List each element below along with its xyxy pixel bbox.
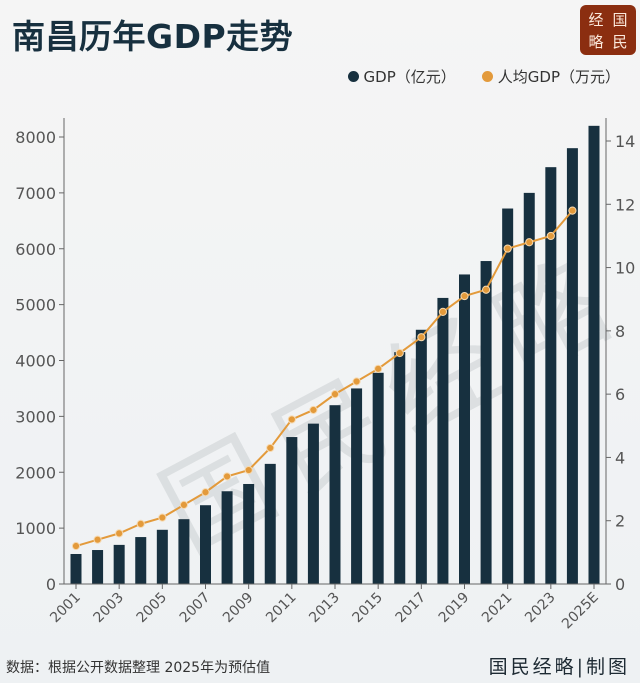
page-title: 南昌历年GDP走势 [12, 17, 294, 56]
line-point [93, 535, 102, 544]
legend-label: GDP（亿元） [363, 68, 456, 86]
gdp-bar [394, 352, 406, 584]
line-point [374, 364, 383, 373]
gdp-bar [264, 463, 276, 584]
dot-icon [347, 71, 359, 82]
logo-char: 经 [588, 10, 604, 29]
gdp-bar [70, 553, 82, 584]
y2-tick-label: 10 [615, 259, 635, 278]
line-point [222, 472, 232, 481]
y-tick-label: 3000 [15, 407, 56, 426]
legend-label: 人均GDP（万元） [497, 68, 620, 86]
line-point [352, 377, 361, 386]
gdp-bar [156, 529, 168, 584]
x-tick-label: 2023 [522, 590, 559, 627]
y2-tick-label: 12 [615, 195, 635, 214]
gdp-bar [566, 148, 578, 585]
y-tick-label: 0 [46, 575, 56, 594]
y2-tick-label: 0 [615, 575, 625, 594]
x-tick-label: 2001 [47, 590, 84, 627]
chart-legend: GDP（亿元） 人均GDP（万元） [347, 66, 620, 87]
brand-logo: 经 国 略 民 [580, 5, 636, 55]
line-point [330, 390, 340, 399]
gdp-bar [329, 405, 341, 584]
line-point [136, 519, 145, 528]
line-point [546, 231, 555, 241]
y2-tick-label: 6 [615, 385, 625, 404]
x-tick-label: 2019 [436, 590, 473, 627]
line-point [481, 285, 491, 294]
gdp-bar [200, 505, 211, 584]
gdp-bar [502, 208, 514, 584]
gdp-bar [523, 192, 535, 584]
watermark-text: 国民经略 [142, 230, 640, 577]
line-point [244, 465, 253, 475]
line-point [309, 405, 318, 415]
dot-icon [481, 71, 493, 82]
x-tick-label: 2015 [349, 590, 386, 627]
gdp-bar [113, 544, 125, 584]
line-point [115, 529, 124, 538]
y2-tick-label: 4 [615, 448, 625, 467]
logo-char: 国 [612, 10, 628, 29]
logo-char: 民 [612, 32, 628, 51]
legend-item-gdp: GDP（亿元） [347, 66, 456, 87]
gdp-bar [178, 519, 190, 584]
line-point [266, 443, 275, 453]
line-point [568, 206, 577, 215]
line-point [179, 500, 189, 509]
gdp-bar [588, 125, 600, 584]
gdp-bar [221, 491, 233, 584]
gdp-bar [545, 167, 557, 585]
gdp-bar [480, 261, 492, 584]
legend-item-gdp-per-capita: 人均GDP（万元） [481, 66, 620, 87]
gdp-bar [286, 437, 298, 584]
gdp-bar [307, 423, 319, 584]
gdp-per-capita-line [71, 206, 577, 551]
line-point [287, 415, 296, 424]
y-tick-label: 1000 [15, 519, 56, 538]
x-tick-label: 2009 [220, 590, 257, 627]
y-tick-label: 6000 [15, 240, 56, 259]
gdp-bar [437, 297, 449, 584]
y-tick-label: 4000 [15, 352, 56, 371]
watermark: 国民经略 [142, 230, 640, 577]
gdp-bar [243, 483, 255, 584]
x-tick-label: 2025E [559, 590, 602, 633]
line-point [71, 541, 81, 551]
x-tick-label: 2005 [134, 590, 171, 627]
line-point [417, 333, 426, 342]
line-point [158, 513, 167, 522]
gdp-bar [351, 388, 363, 584]
x-tick-label: 2021 [479, 590, 516, 627]
y-tick-label: 8000 [15, 128, 56, 147]
gdp-bar [135, 537, 147, 584]
gdp-bar [459, 274, 470, 584]
y2-tick-label: 2 [615, 512, 625, 531]
x-tick-label: 2011 [263, 590, 300, 627]
brand-credit: 国民经略|制图 [488, 656, 630, 678]
y-tick-label: 5000 [15, 296, 56, 315]
y2-tick-label: 14 [615, 132, 635, 151]
data-source-note: 数据：根据公开数据整理 2025年为预估值 [6, 660, 271, 676]
line-point [201, 488, 210, 497]
y2-tick-label: 8 [615, 322, 625, 341]
y-tick-label: 7000 [15, 184, 56, 203]
x-tick-label: 2007 [177, 590, 214, 627]
line-point [460, 291, 469, 301]
gdp-bar [92, 550, 104, 584]
gdp-bar [415, 329, 427, 584]
y-tick-label: 2000 [15, 463, 56, 482]
x-tick-label: 2013 [306, 590, 343, 627]
x-tick-label: 2003 [90, 590, 127, 627]
line-point [525, 238, 534, 247]
gdp-bars [70, 125, 600, 585]
x-tick-label: 2017 [393, 590, 430, 627]
line-point [438, 307, 448, 316]
logo-char: 略 [588, 32, 604, 51]
line-point [395, 348, 404, 358]
line-point [503, 244, 512, 253]
gdp-bar [372, 372, 384, 584]
